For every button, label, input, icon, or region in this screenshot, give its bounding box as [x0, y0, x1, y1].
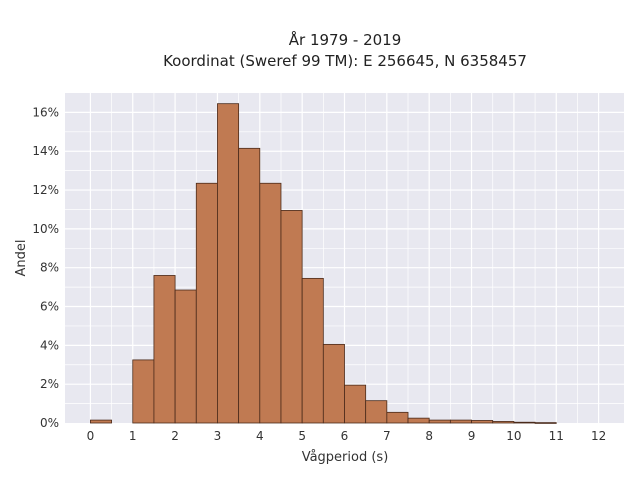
y-axis-label: Andel — [14, 240, 29, 277]
histogram-bar — [513, 421, 536, 424]
y-tick-label: 4% — [40, 338, 59, 352]
x-axis-label: Vågperiod (s) — [302, 450, 389, 465]
histogram-bar — [280, 210, 303, 424]
x-tick-label: 12 — [591, 429, 606, 443]
histogram-bar — [365, 400, 388, 424]
y-tick-label: 12% — [32, 183, 59, 197]
histogram-bar — [449, 419, 472, 424]
histogram-bar — [386, 411, 409, 424]
y-tick-label: 14% — [32, 144, 59, 158]
histogram-bar — [322, 343, 345, 424]
x-tick-label: 0 — [87, 429, 95, 443]
x-tick-label: 11 — [549, 429, 564, 443]
x-tick-label: 1 — [129, 429, 137, 443]
bars-group — [90, 103, 557, 424]
x-axis-ticks: 0 1 2 3 4 5 6 7 8 9 10 11 12 — [87, 429, 607, 443]
histogram-bar — [259, 182, 282, 424]
histogram-bar — [407, 417, 430, 424]
histogram-bar — [534, 422, 557, 424]
histogram-bar — [90, 419, 112, 424]
histogram-bar — [301, 277, 324, 424]
y-tick-label: 0% — [40, 416, 59, 430]
chart-title-line2: Koordinat (Sweref 99 TM): E 256645, N 63… — [163, 52, 527, 70]
histogram-bar — [132, 359, 155, 424]
y-tick-label: 10% — [32, 222, 59, 236]
y-tick-label: 2% — [40, 377, 59, 391]
x-tick-label: 3 — [214, 429, 222, 443]
histogram-bar — [238, 147, 261, 424]
histogram-bar — [217, 103, 240, 424]
histogram-bar — [195, 182, 218, 424]
y-tick-label: 6% — [40, 300, 59, 314]
x-tick-label: 5 — [298, 429, 306, 443]
x-tick-label: 8 — [425, 429, 433, 443]
y-axis-ticks: 0% 2% 4% 6% 8% 10% 12% 14% 16% — [32, 105, 59, 430]
histogram-bar — [174, 289, 197, 424]
x-tick-label: 10 — [506, 429, 521, 443]
x-tick-label: 4 — [256, 429, 264, 443]
histogram-bar — [428, 419, 451, 424]
x-tick-label: 6 — [341, 429, 349, 443]
y-tick-label: 16% — [32, 105, 59, 119]
histogram-bar — [344, 384, 367, 424]
histogram-bar — [153, 275, 176, 424]
x-tick-label: 7 — [383, 429, 391, 443]
chart-title-line1: År 1979 - 2019 — [289, 30, 402, 49]
histogram-bar — [471, 420, 494, 424]
histogram-bar — [492, 421, 515, 424]
x-tick-label: 2 — [171, 429, 179, 443]
y-tick-label: 8% — [40, 261, 59, 275]
x-tick-label: 9 — [468, 429, 476, 443]
